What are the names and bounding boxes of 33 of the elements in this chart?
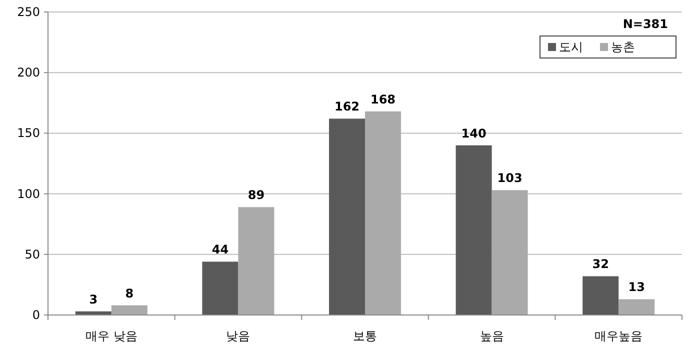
x-tick-label: 높음 [480, 329, 504, 343]
data-label: 103 [497, 171, 522, 186]
y-tick-label: 150 [17, 126, 40, 140]
bar [582, 276, 619, 315]
data-label: 89 [248, 188, 265, 202]
x-tick-label: 매우 낮음 [85, 329, 138, 343]
x-tick-label: 매우높음 [594, 329, 643, 343]
data-label: 8 [125, 286, 134, 300]
bar [329, 118, 365, 315]
bar [202, 262, 238, 315]
data-label: 3 [89, 292, 98, 306]
y-tick-label: 200 [17, 66, 40, 80]
bar [618, 299, 655, 315]
y-tick-label: 50 [24, 247, 40, 262]
data-label: 168 [370, 92, 396, 106]
data-label: 162 [334, 100, 360, 114]
data-label: 44 [212, 242, 229, 257]
x-tick-label: 낮음 [226, 329, 250, 343]
bar [111, 305, 148, 315]
bar [238, 207, 274, 315]
annotation: N=381 [622, 17, 668, 31]
legend-label: 도시 [559, 40, 583, 54]
data-label: 32 [592, 257, 609, 272]
bar [492, 190, 528, 315]
data-label: 140 [461, 126, 486, 140]
bar [456, 145, 492, 315]
x-tick-label: 보통 [353, 329, 377, 343]
y-tick-label: 0 [32, 308, 40, 322]
bar [365, 111, 401, 315]
data-label: 13 [628, 280, 645, 294]
y-tick-label: 250 [17, 5, 40, 19]
y-tick-label: 100 [17, 186, 40, 201]
legend-label: 농촌 [611, 40, 635, 54]
